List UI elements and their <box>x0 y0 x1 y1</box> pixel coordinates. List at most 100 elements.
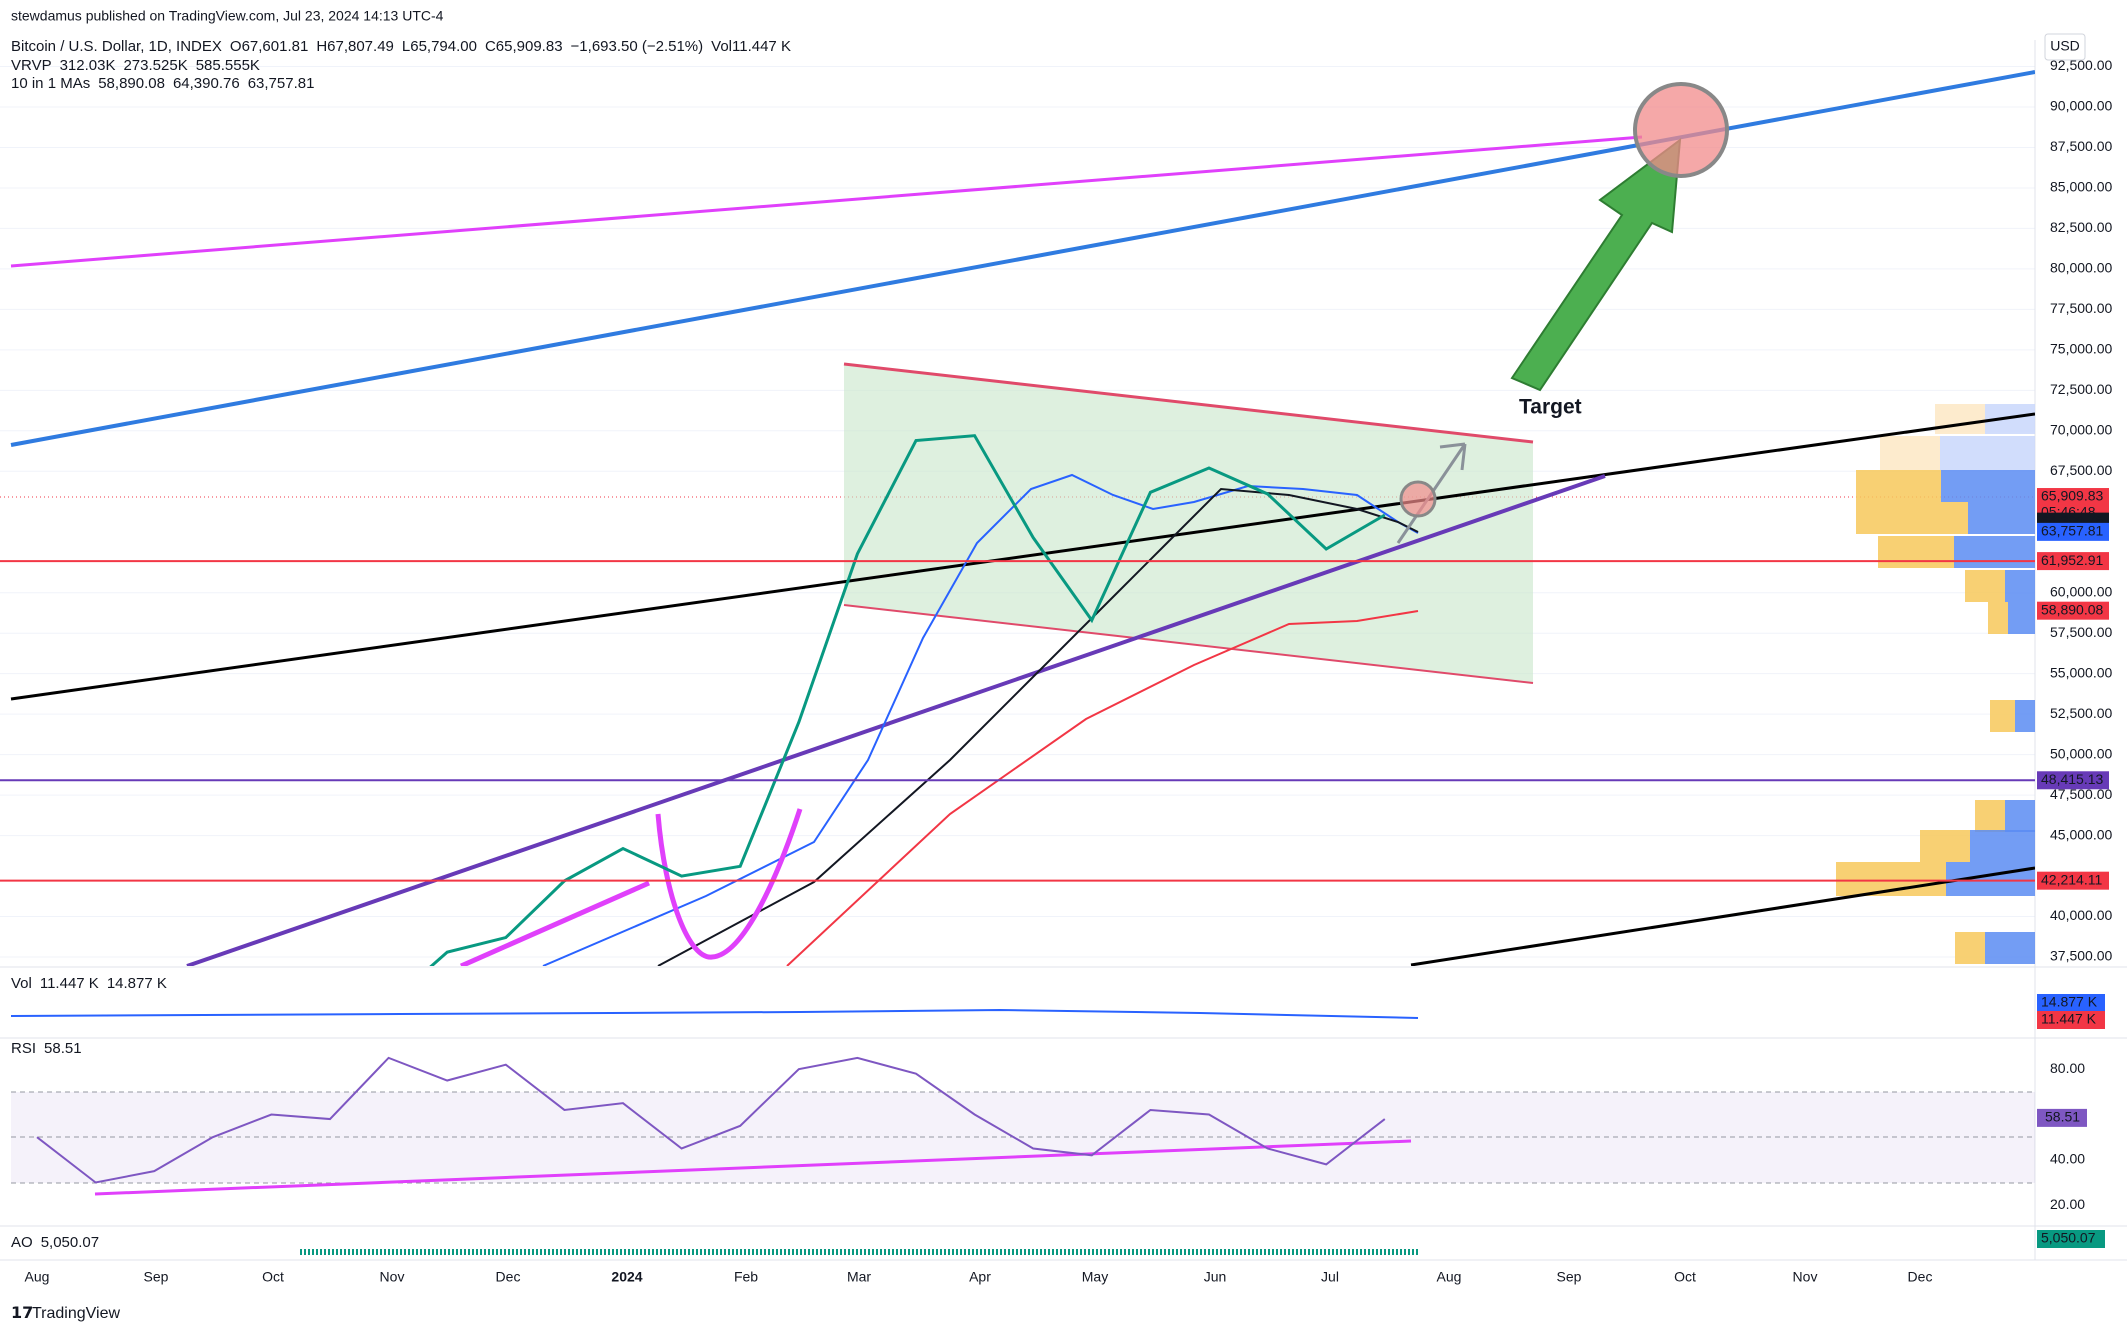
x-tick-label: Oct <box>262 1269 284 1285</box>
volume-profile <box>1836 404 2035 964</box>
rsi-trendline <box>94 1139 1412 1196</box>
price-label: 58,890.08 <box>2041 601 2103 617</box>
rsi-series <box>36 1056 1386 1184</box>
channel-fill <box>844 364 1533 683</box>
publisher: stewdamus published on TradingView.com, … <box>11 8 444 24</box>
ao-label-box <box>2037 1230 2105 1248</box>
ma-value: 64,390.76 <box>173 75 240 92</box>
ao-title: AO <box>11 1234 33 1251</box>
price-label: 63,757.81 <box>2041 523 2103 539</box>
ma-black <box>657 487 1419 966</box>
rsi-value: 58.51 <box>44 1040 82 1057</box>
y-tick-label: 92,500.00 <box>2050 57 2112 73</box>
drawing-magenta-line <box>459 880 651 966</box>
series-line <box>36 1056 1386 1184</box>
x-tick-label: Oct <box>1674 1269 1696 1285</box>
price-label-box <box>2037 771 2109 790</box>
y-tick-label: 52,500.00 <box>2050 705 2112 721</box>
trendline-magenta <box>10 135 1643 268</box>
x-tick-label: Nov <box>380 1269 405 1285</box>
vol-value: 14.877 K <box>107 975 167 992</box>
legend: Vol 11.447 K 14.877 K <box>11 975 167 992</box>
rsi-label: 58.51 <box>2045 1109 2080 1125</box>
vrvp-value: 273.525K <box>123 57 187 74</box>
trendline-purple <box>186 474 1606 966</box>
vrvp-value: 312.03K <box>60 57 116 74</box>
rsi-title: RSI <box>11 1040 36 1057</box>
logo: 𝟭𝟳 <box>11 1305 33 1322</box>
drawings: Target <box>0 70 2035 966</box>
x-tick-label: Mar <box>847 1269 871 1285</box>
y-tick-label: 77,500.00 <box>2050 300 2112 316</box>
y-tick-label: 60,000.00 <box>2050 583 2112 599</box>
x-tick-label: Sep <box>144 1269 169 1285</box>
ao-value: 5,050.07 <box>41 1234 99 1251</box>
vol-label-box <box>2037 994 2105 1012</box>
ma-value: 63,757.81 <box>248 75 315 92</box>
legend: 10 in 1 MAs 58,890.08 64,390.76 63,757.8… <box>11 75 314 92</box>
ao-label: 5,050.07 <box>2041 1230 2096 1246</box>
legend: VRVP 312.03K 273.525K 585.555K <box>11 57 260 74</box>
y-tick-label: 40,000.00 <box>2050 907 2112 923</box>
marker-circle <box>1399 480 1437 518</box>
price-label-box <box>2037 552 2109 571</box>
change: −1,693.50 (−2.51%) <box>571 38 704 55</box>
x-tick-label: Nov <box>1793 1269 1818 1285</box>
currency-box[interactable] <box>2044 33 2086 61</box>
x-tick-label: Feb <box>734 1269 758 1285</box>
legend: AO 5,050.07 <box>11 1234 99 1251</box>
target-arrow <box>1510 137 1682 392</box>
rsi-label-box <box>2037 1108 2087 1127</box>
y-tick-label: 87,500.00 <box>2050 138 2112 154</box>
price-label-box <box>2037 601 2109 620</box>
y-tick-label: 50,000.00 <box>2050 745 2112 761</box>
y-tick-label: 72,500.00 <box>2050 381 2112 397</box>
vol-label: 11.447 K <box>2041 1011 2097 1027</box>
volume-ma <box>10 1008 1419 1019</box>
x-tick-label: Dec <box>1908 1269 1933 1285</box>
ohlc: H67,807.49 <box>316 38 394 55</box>
x-tick-label: Apr <box>969 1269 991 1285</box>
x-tick-label: Aug <box>1437 1269 1462 1285</box>
ma-value: 58,890.08 <box>98 75 165 92</box>
symbol: Bitcoin / U.S. Dollar, 1D, INDEX <box>11 38 222 55</box>
y-tick-label: 67,500.00 <box>2050 462 2112 478</box>
price-label-box <box>2037 522 2109 541</box>
legend: RSI 58.51 <box>11 1040 82 1057</box>
ohlc: C65,909.83 <box>485 38 563 55</box>
x-tick-label: Jul <box>1321 1269 1339 1285</box>
ohlc: O67,601.81 <box>230 38 308 55</box>
y-tick-label: 82,500.00 <box>2050 219 2112 235</box>
channel-bottom <box>843 604 1534 684</box>
price-series <box>429 434 1386 966</box>
mas: 10 in 1 MAs <box>11 75 90 92</box>
x-tick-label: Sep <box>1557 1269 1582 1285</box>
vol-label-box <box>2037 1011 2105 1029</box>
target-circle <box>1633 82 1729 178</box>
legend: Bitcoin / U.S. Dollar, 1D, INDEX O67,601… <box>11 38 791 55</box>
x-tick-label: May <box>1082 1269 1108 1285</box>
y-tick-label: 57,500.00 <box>2050 624 2112 640</box>
y-tick-label: 45,000.00 <box>2050 826 2112 842</box>
y-tick-label: 85,000.00 <box>2050 179 2112 195</box>
y-tick-label: 20.00 <box>2050 1196 2085 1212</box>
channel-top <box>843 362 1534 444</box>
price-label: 42,214.11 <box>2041 871 2102 887</box>
currency[interactable]: USD <box>2050 38 2080 54</box>
x-tick-label: Dec <box>496 1269 521 1285</box>
y-tick-label: 47,500.00 <box>2050 786 2112 802</box>
vrvp-value: 585.555K <box>196 57 260 74</box>
volume: Vol11.447 K <box>711 38 791 55</box>
series-line <box>429 434 1386 966</box>
y-tick-label: 40.00 <box>2050 1151 2085 1167</box>
y-tick-label: 80,000.00 <box>2050 260 2112 276</box>
trendline-black-lower <box>1410 866 2035 966</box>
price-labels: 65,909.8305:46:4864,390.7663,757.8161,95… <box>2037 488 2109 1127</box>
price-label: 65,909.83 <box>2041 488 2103 504</box>
price-label: 61,952.91 <box>2041 552 2103 568</box>
annotation: Target <box>1519 396 1582 419</box>
y-tick-label: 90,000.00 <box>2050 98 2112 114</box>
vrvp: VRVP <box>11 57 52 74</box>
y-tick-label: 80.00 <box>2050 1060 2085 1076</box>
